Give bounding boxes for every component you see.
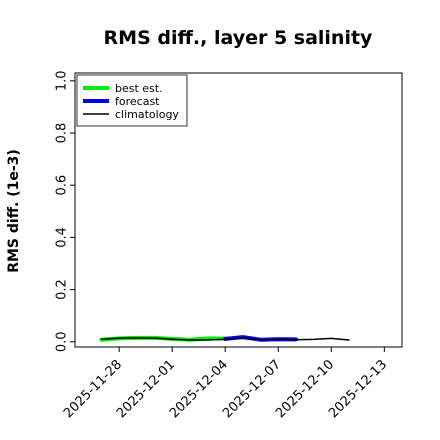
- y-tick-label: 0.8: [55, 123, 70, 144]
- y-tick-label: 0.4: [55, 227, 70, 248]
- y-tick-label: 0.2: [55, 279, 70, 300]
- legend-label-best-est: best est.: [115, 82, 163, 95]
- x-axis: 2025-11-282025-12-012025-12-042025-12-07…: [61, 347, 390, 421]
- legend-label-forecast: forecast: [115, 95, 160, 108]
- plot-area-frame: [74, 72, 403, 348]
- y-tick-label: 1.0: [55, 70, 70, 91]
- plot-series: [99, 335, 350, 342]
- y-axis-label: RMS diff. (1e-3): [6, 149, 22, 273]
- y-tick-label: 0.6: [55, 175, 70, 196]
- legend: best est. forecast climatology: [76, 74, 188, 127]
- y-axis: 0.0 0.2 0.4 0.6 0.8 1.0: [55, 70, 75, 352]
- y-tick-label: 0.0: [55, 331, 70, 352]
- legend-label-climatology: climatology: [115, 108, 179, 121]
- series-line-climatology: [100, 337, 350, 341]
- chart-title: RMS diff., layer 5 salinity: [104, 27, 374, 49]
